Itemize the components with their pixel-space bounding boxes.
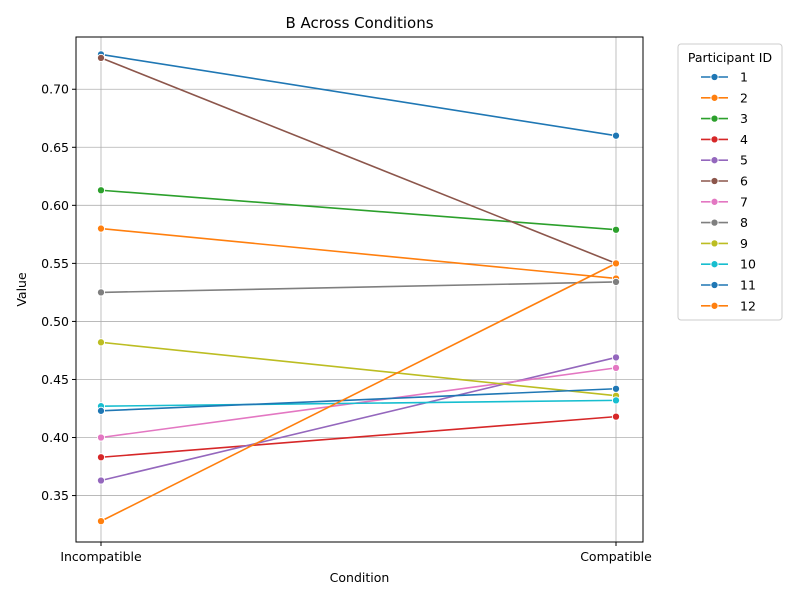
series-line	[100, 189, 617, 231]
legend-label: 2	[740, 90, 748, 105]
legend-item-12: 12	[701, 298, 756, 313]
legend-box	[677, 43, 783, 321]
series-8	[96, 277, 621, 297]
y-tick-label: 0.55	[41, 256, 69, 271]
legend-marker	[710, 197, 719, 206]
series-line	[100, 57, 617, 265]
y-tick-label: 0.40	[41, 430, 69, 445]
series-line	[100, 227, 617, 280]
data-point	[96, 338, 106, 347]
data-point	[611, 259, 621, 268]
axes: 0.35 0.40 0.45 0.50 0.55 0.60 0.65 0.70 Incompat…	[41, 82, 652, 564]
series-line	[100, 387, 617, 412]
legend-marker	[710, 218, 719, 227]
plot-area-frame	[75, 36, 644, 543]
legend-title: Participant ID	[688, 50, 772, 65]
legend-marker	[710, 135, 719, 144]
data-point	[96, 53, 106, 62]
legend-label: 4	[740, 132, 748, 147]
series-lines	[96, 50, 621, 526]
y-tick-label: 0.35	[41, 488, 69, 503]
legend-marker	[710, 114, 719, 123]
y-tick-label: 0.70	[41, 82, 69, 97]
legend-marker	[710, 280, 719, 290]
legend-marker	[710, 156, 719, 165]
data-point	[611, 225, 621, 234]
data-point	[611, 131, 621, 140]
x-tick-label: Compatible	[580, 549, 652, 564]
legend-label: 3	[740, 111, 748, 126]
series-11	[96, 384, 621, 415]
legend-item-8: 8	[701, 215, 748, 230]
series-line	[100, 53, 617, 137]
series-line	[100, 415, 617, 459]
legend-label: 8	[740, 215, 748, 230]
data-point	[96, 186, 106, 195]
data-point	[611, 353, 621, 362]
legend-label: 5	[740, 153, 748, 168]
legend-label: 1	[740, 70, 748, 85]
legend-label: 11	[740, 278, 756, 293]
chart-title: B Across Conditions	[285, 14, 433, 32]
series-3	[96, 186, 621, 234]
y-tick-label: 0.60	[41, 198, 69, 213]
legend-item-2: 2	[701, 90, 748, 105]
legend-label: 12	[740, 298, 756, 313]
data-point	[96, 453, 106, 462]
legend-item-4: 4	[701, 132, 748, 147]
legend-marker	[710, 176, 719, 186]
data-point	[611, 396, 621, 405]
y-tick-label: 0.65	[41, 140, 69, 155]
legend-label: 7	[740, 194, 748, 209]
series-line	[100, 399, 617, 407]
series-2	[96, 224, 621, 283]
series-5	[96, 353, 621, 485]
data-point	[611, 277, 621, 287]
data-point	[96, 288, 106, 297]
legend-item-6: 6	[701, 174, 748, 189]
legend-item-11: 11	[701, 278, 756, 293]
series-line	[100, 356, 617, 482]
y-tick-label: 0.45	[41, 372, 69, 387]
legend-marker	[710, 260, 719, 269]
data-point	[611, 412, 621, 421]
legend-item-10: 10	[701, 257, 756, 272]
legend-marker	[710, 239, 719, 248]
legend-item-1: 1	[701, 70, 748, 85]
legend-item-9: 9	[701, 236, 748, 251]
y-tick-label: 0.50	[41, 314, 69, 329]
legend-label: 9	[740, 236, 748, 251]
legend-marker	[710, 301, 719, 310]
series-line	[100, 281, 617, 294]
x-axis-label: Condition	[330, 570, 390, 585]
series-line	[100, 341, 617, 397]
data-point	[96, 406, 106, 415]
series-line	[100, 262, 617, 522]
data-point	[96, 476, 106, 485]
legend-label: 6	[740, 174, 748, 189]
data-point	[96, 433, 106, 442]
data-point	[96, 224, 106, 233]
data-point	[611, 363, 621, 372]
series-12	[96, 259, 621, 526]
legend-item-7: 7	[701, 194, 748, 209]
data-point	[96, 517, 106, 526]
legend-label: 10	[740, 257, 756, 272]
y-axis-label: Value	[14, 272, 29, 307]
legend-marker	[710, 93, 719, 102]
series-4	[96, 412, 621, 462]
x-tick-label: Incompatible	[60, 549, 142, 564]
legend-item-3: 3	[701, 111, 748, 126]
data-point	[611, 384, 621, 393]
legend-marker	[710, 72, 719, 82]
legend-item-5: 5	[701, 153, 748, 168]
